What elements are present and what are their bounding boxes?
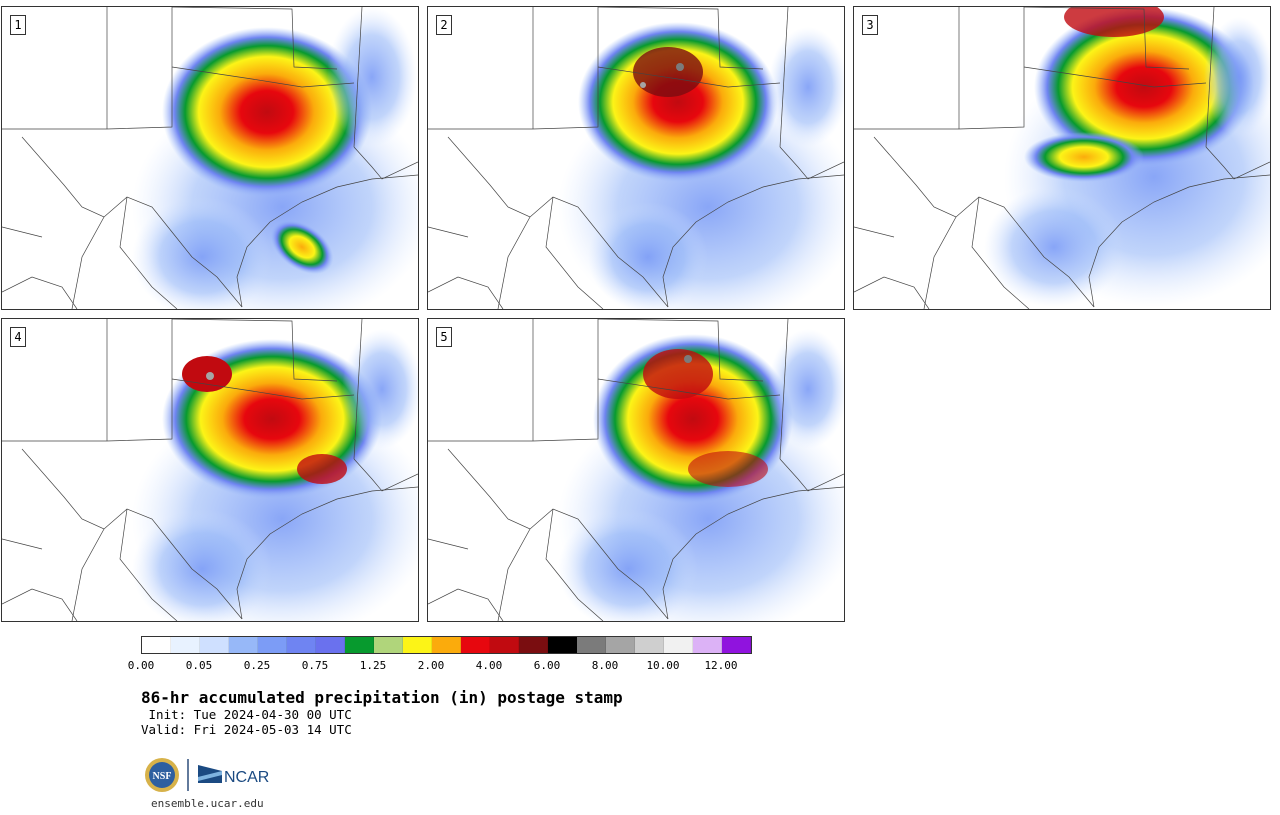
colorbar-tick-label: 10.00: [646, 659, 680, 672]
member-number-label: 1: [10, 15, 26, 35]
colorbar-tick-label: 1.25: [359, 659, 387, 672]
colorbar-swatch: [664, 637, 693, 653]
member-number-label: 2: [436, 15, 452, 35]
colorbar-swatch: [722, 637, 751, 653]
colorbar-tick-label: 8.00: [591, 659, 619, 672]
colorbar-swatch: [171, 637, 200, 653]
colorbar-swatch: [258, 637, 287, 653]
member-number-label: 5: [436, 327, 452, 347]
ncar-icon: NCAR: [198, 765, 269, 786]
ensemble-member-map-2: 2: [427, 6, 845, 310]
member-number-label: 3: [862, 15, 878, 35]
colorbar-tick-label: 12.00: [704, 659, 738, 672]
colorbar-swatch: [635, 637, 664, 653]
colorbar-swatch: [229, 637, 258, 653]
colorbar-tick-label: 0.00: [127, 659, 155, 672]
colorbar-swatch: [403, 637, 432, 653]
colorbar-swatch: [200, 637, 229, 653]
colorbar-swatch: [287, 637, 316, 653]
ensemble-member-map-3: 3: [853, 6, 1271, 310]
init-time-label: Init: Tue 2024-04-30 00 UTC: [141, 707, 352, 722]
ensemble-member-map-1: 1: [1, 6, 419, 310]
colorbar-swatch: [606, 637, 635, 653]
ensemble-member-map-4: 4: [1, 318, 419, 622]
colorbar-tick-label: 0.75: [301, 659, 329, 672]
colorbar-swatch: [345, 637, 374, 653]
colorbar-swatch: [519, 637, 548, 653]
member-number-label: 4: [10, 327, 26, 347]
colorbar-swatch: [577, 637, 606, 653]
svg-text:NCAR: NCAR: [224, 769, 269, 786]
colorbar-tick-label: 0.25: [243, 659, 271, 672]
colorbar-tick-label: 2.00: [417, 659, 445, 672]
colorbar-swatch: [548, 637, 577, 653]
colorbar-swatch: [374, 637, 403, 653]
nsf-icon: NSF: [145, 758, 179, 792]
colorbar-swatch: [490, 637, 519, 653]
colorbar-tick-label: 6.00: [533, 659, 561, 672]
nsf-ncar-logos: NSF NCAR: [145, 758, 269, 792]
colorbar-swatch: [693, 637, 722, 653]
ensemble-member-map-5: 5: [427, 318, 845, 622]
colorbar-swatch: [316, 637, 345, 653]
valid-time-label: Valid: Fri 2024-05-03 14 UTC: [141, 722, 352, 737]
website-url: ensemble.ucar.edu: [151, 797, 264, 810]
colorbar-tick-label: 4.00: [475, 659, 503, 672]
colorbar-swatch: [461, 637, 490, 653]
precipitation-colorbar: [141, 636, 752, 654]
colorbar-swatch: [432, 637, 461, 653]
colorbar-tick-label: 0.05: [185, 659, 213, 672]
svg-text:NSF: NSF: [153, 771, 172, 782]
colorbar-swatch: [142, 637, 171, 653]
figure-title: 86-hr accumulated precipitation (in) pos…: [141, 688, 623, 707]
